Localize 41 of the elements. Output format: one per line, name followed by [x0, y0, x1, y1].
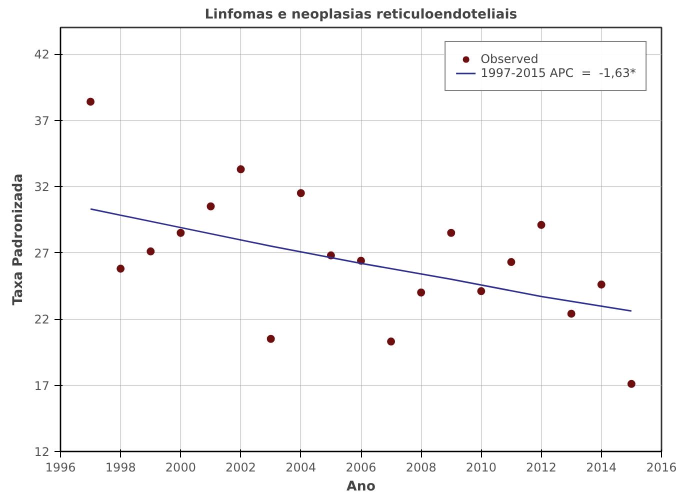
point — [447, 228, 456, 237]
y-tick-label: 32 — [34, 180, 50, 194]
point — [296, 189, 305, 198]
point — [176, 228, 185, 237]
point — [477, 287, 486, 296]
point — [567, 310, 576, 318]
line-series — [90, 208, 632, 312]
x-tick-label: 2010 — [466, 460, 496, 474]
legend-label: Observed — [480, 52, 538, 66]
legend-label: 1997-2015 APC = -1,63* — [480, 66, 636, 80]
x-tick-label: 2002 — [226, 460, 256, 474]
x-tick-label: 2014 — [586, 460, 617, 474]
point — [597, 280, 606, 289]
y-tick-label: 42 — [34, 48, 50, 62]
y-tick-label: 12 — [34, 445, 50, 459]
point — [86, 98, 95, 106]
x-tick-label: 2004 — [286, 460, 316, 474]
x-tick-label: 1998 — [105, 460, 136, 474]
x-tick-label: 2000 — [165, 460, 196, 474]
x-tick-label: 2006 — [346, 460, 376, 474]
y-tick-label: 37 — [34, 114, 50, 128]
point — [116, 264, 125, 273]
y-axis-title: Taxa Padronizada — [11, 174, 26, 306]
point — [537, 220, 546, 229]
x-tick-label: 2012 — [526, 460, 557, 474]
point — [206, 202, 215, 210]
y-tick-label: 17 — [34, 378, 50, 393]
point — [507, 258, 516, 266]
x-tick-label: 2016 — [646, 460, 677, 474]
chart-title: Linfomas e neoplasias reticuloendoteliais — [204, 8, 518, 22]
point — [627, 380, 636, 388]
x-tick-label: 2008 — [406, 460, 436, 474]
x-axis-title: Ano — [346, 480, 376, 494]
point — [387, 338, 396, 346]
point — [417, 288, 426, 296]
y-tick-label: 22 — [34, 312, 50, 326]
y-tick-label: 27 — [34, 246, 50, 260]
x-tick-label: 1996 — [45, 460, 76, 474]
point — [146, 247, 155, 256]
point — [266, 334, 275, 343]
point — [236, 165, 245, 174]
